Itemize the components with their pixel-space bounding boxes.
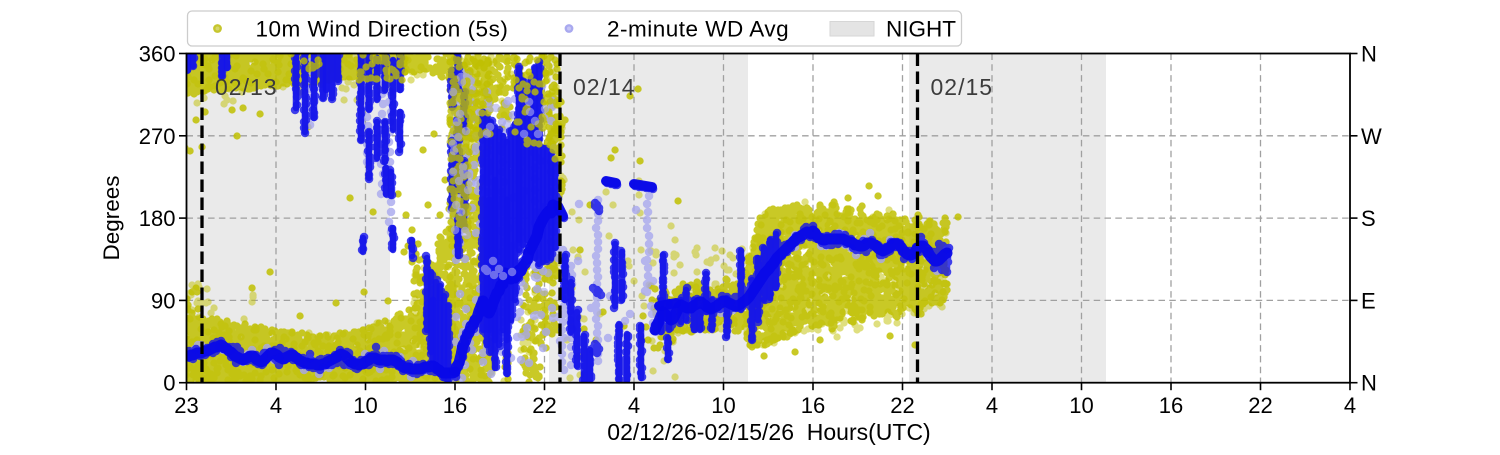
svg-text:360: 360 [139, 42, 176, 67]
svg-text:23: 23 [174, 393, 198, 418]
svg-text:N: N [1361, 42, 1377, 67]
svg-text:02/14: 02/14 [573, 74, 636, 100]
svg-text:4: 4 [270, 393, 282, 418]
svg-text:E: E [1361, 288, 1376, 313]
svg-text:W: W [1361, 124, 1382, 149]
svg-text:22: 22 [890, 393, 914, 418]
svg-text:10: 10 [353, 393, 377, 418]
svg-text:10m Wind Direction (5s): 10m Wind Direction (5s) [256, 17, 509, 42]
svg-text:4: 4 [628, 393, 640, 418]
svg-text:10: 10 [711, 393, 735, 418]
svg-text:02/12/26-02/15/26 Hours(UTC): 02/12/26-02/15/26 Hours(UTC) [607, 419, 930, 445]
svg-text:2-minute WD Avg: 2-minute WD Avg [607, 17, 789, 42]
svg-text:16: 16 [1159, 393, 1183, 418]
svg-text:270: 270 [139, 124, 176, 149]
svg-text:0: 0 [163, 371, 175, 396]
svg-text:4: 4 [986, 393, 998, 418]
svg-text:16: 16 [801, 393, 825, 418]
svg-text:16: 16 [443, 393, 467, 418]
svg-text:22: 22 [532, 393, 556, 418]
svg-text:10: 10 [1069, 393, 1093, 418]
svg-text:180: 180 [139, 206, 176, 231]
svg-text:4: 4 [1344, 393, 1356, 418]
svg-text:02/13: 02/13 [215, 74, 278, 100]
svg-text:02/15: 02/15 [931, 74, 994, 100]
svg-text:S: S [1361, 206, 1376, 231]
svg-text:90: 90 [151, 288, 175, 313]
svg-text:N: N [1361, 371, 1377, 396]
svg-text:NIGHT: NIGHT [886, 17, 956, 42]
svg-text:Degrees: Degrees [99, 175, 124, 260]
svg-text:22: 22 [1248, 393, 1272, 418]
